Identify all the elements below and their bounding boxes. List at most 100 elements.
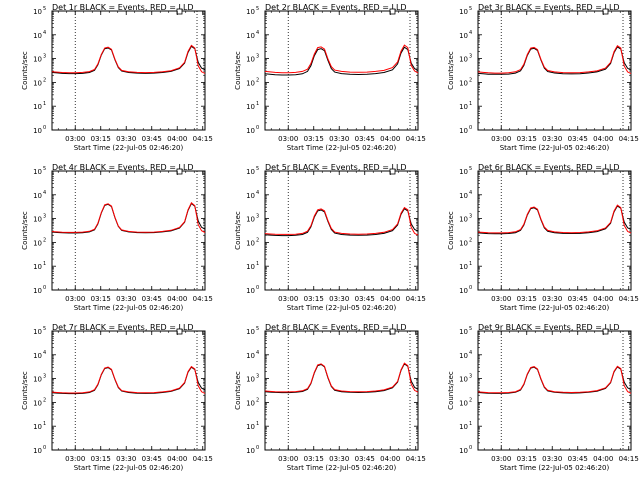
- y-tick-exponent: 3: [43, 214, 46, 220]
- x-tick-label: 03:30: [116, 455, 136, 463]
- x-tick-label: 04:00: [167, 295, 187, 303]
- y-tick-label: 10: [459, 192, 468, 200]
- y-tick-label: 10: [459, 127, 468, 135]
- panel-title: Det 3r BLACK = Events, RED = LLD: [478, 3, 620, 12]
- panel-title: Det 7r BLACK = Events, RED = LLD: [52, 323, 194, 332]
- y-tick-label: 10: [33, 423, 42, 431]
- y-tick-exponent: 2: [256, 237, 259, 243]
- y-tick-label: 10: [459, 447, 468, 455]
- y-tick-label: 10: [33, 216, 42, 224]
- y-tick-label: 10: [459, 79, 468, 87]
- x-tick-label: 04:15: [193, 135, 213, 143]
- y-tick-exponent: 3: [256, 54, 259, 60]
- y-tick-exponent: 4: [43, 350, 46, 356]
- y-tick-label: 10: [246, 168, 255, 176]
- panel-title: Det 8r BLACK = Events, RED = LLD: [265, 323, 407, 332]
- x-tick-label: 03:15: [517, 455, 537, 463]
- x-tick-label: 03:00: [491, 295, 511, 303]
- plot-frame: [51, 170, 206, 291]
- y-tick-exponent: 2: [256, 397, 259, 403]
- x-axis-label: Start Time (22-Jul-05 02:46:20): [74, 464, 184, 472]
- panel-title: Det 9r BLACK = Events, RED = LLD: [478, 323, 620, 332]
- events-series-line: [477, 46, 632, 75]
- y-tick-exponent: 5: [469, 6, 472, 12]
- x-tick-label: 03:30: [116, 295, 136, 303]
- y-tick-label: 10: [459, 287, 468, 295]
- x-tick-label: 03:45: [568, 295, 588, 303]
- y-axis-label: Counts/sec: [447, 371, 455, 410]
- marker-square: [176, 168, 183, 175]
- y-tick-exponent: 4: [256, 350, 259, 356]
- y-tick-exponent: 2: [43, 237, 46, 243]
- x-tick-label: 03:45: [568, 455, 588, 463]
- events-series-line: [264, 46, 419, 76]
- plot-frame: [477, 330, 632, 451]
- x-tick-label: 03:15: [304, 455, 324, 463]
- y-tick-exponent: 3: [43, 374, 46, 380]
- y-tick-exponent: 0: [469, 285, 472, 291]
- x-tick-label: 03:15: [304, 135, 324, 143]
- y-tick-exponent: 1: [469, 421, 472, 427]
- y-tick-label: 10: [246, 103, 255, 111]
- marker-square: [602, 168, 609, 175]
- y-tick-label: 10: [33, 192, 42, 200]
- x-tick-label: 04:00: [593, 295, 613, 303]
- x-tick-label: 03:00: [278, 295, 298, 303]
- x-tick-label: 04:15: [193, 295, 213, 303]
- y-axis-label: Counts/sec: [234, 371, 242, 410]
- y-tick-exponent: 1: [469, 101, 472, 107]
- marker-square: [389, 8, 396, 15]
- x-axis-label: Start Time (22-Jul-05 02:46:20): [500, 144, 610, 152]
- y-tick-exponent: 1: [43, 101, 46, 107]
- y-tick-label: 10: [33, 399, 42, 407]
- y-tick-exponent: 1: [469, 261, 472, 267]
- y-tick-label: 10: [459, 32, 468, 40]
- y-tick-exponent: 0: [469, 445, 472, 451]
- y-tick-exponent: 5: [256, 166, 259, 172]
- x-tick-label: 03:30: [542, 455, 562, 463]
- x-tick-label: 03:15: [91, 295, 111, 303]
- x-tick-label: 04:00: [593, 135, 613, 143]
- y-tick-label: 10: [33, 79, 42, 87]
- y-tick-exponent: 5: [469, 166, 472, 172]
- y-tick-label: 10: [246, 447, 255, 455]
- y-axis-label: Counts/sec: [447, 51, 455, 90]
- y-tick-label: 10: [459, 263, 468, 271]
- x-tick-label: 03:30: [542, 135, 562, 143]
- y-tick-label: 10: [459, 352, 468, 360]
- y-tick-exponent: 2: [256, 77, 259, 83]
- x-tick-label: 04:15: [619, 135, 639, 143]
- panel-title: Det 1r BLACK = Events, RED = LLD: [52, 3, 194, 12]
- y-tick-exponent: 5: [256, 6, 259, 12]
- y-tick-label: 10: [33, 376, 42, 384]
- y-tick-exponent: 4: [256, 190, 259, 196]
- x-tick-label: 03:45: [142, 295, 162, 303]
- y-tick-label: 10: [459, 8, 468, 16]
- lld-series-line: [264, 44, 419, 74]
- x-tick-label: 03:45: [355, 295, 375, 303]
- plot-frame: [264, 330, 419, 451]
- lld-series-line: [477, 204, 632, 234]
- panel-title: Det 5r BLACK = Events, RED = LLD: [265, 163, 407, 172]
- y-tick-exponent: 4: [469, 350, 472, 356]
- lld-series-line: [477, 44, 632, 75]
- x-tick-label: 03:30: [116, 135, 136, 143]
- panel-title: Det 4r BLACK = Events, RED = LLD: [52, 163, 194, 172]
- y-tick-label: 10: [33, 8, 42, 16]
- x-tick-label: 03:45: [142, 135, 162, 143]
- y-tick-label: 10: [459, 56, 468, 64]
- lld-series-line: [264, 362, 419, 393]
- y-tick-label: 10: [33, 263, 42, 271]
- x-tick-label: 03:15: [91, 455, 111, 463]
- x-axis-label: Start Time (22-Jul-05 02:46:20): [287, 304, 397, 312]
- y-tick-label: 10: [33, 239, 42, 247]
- y-tick-exponent: 4: [256, 30, 259, 36]
- events-series-line: [264, 207, 419, 237]
- x-tick-label: 04:00: [380, 455, 400, 463]
- y-tick-label: 10: [459, 168, 468, 176]
